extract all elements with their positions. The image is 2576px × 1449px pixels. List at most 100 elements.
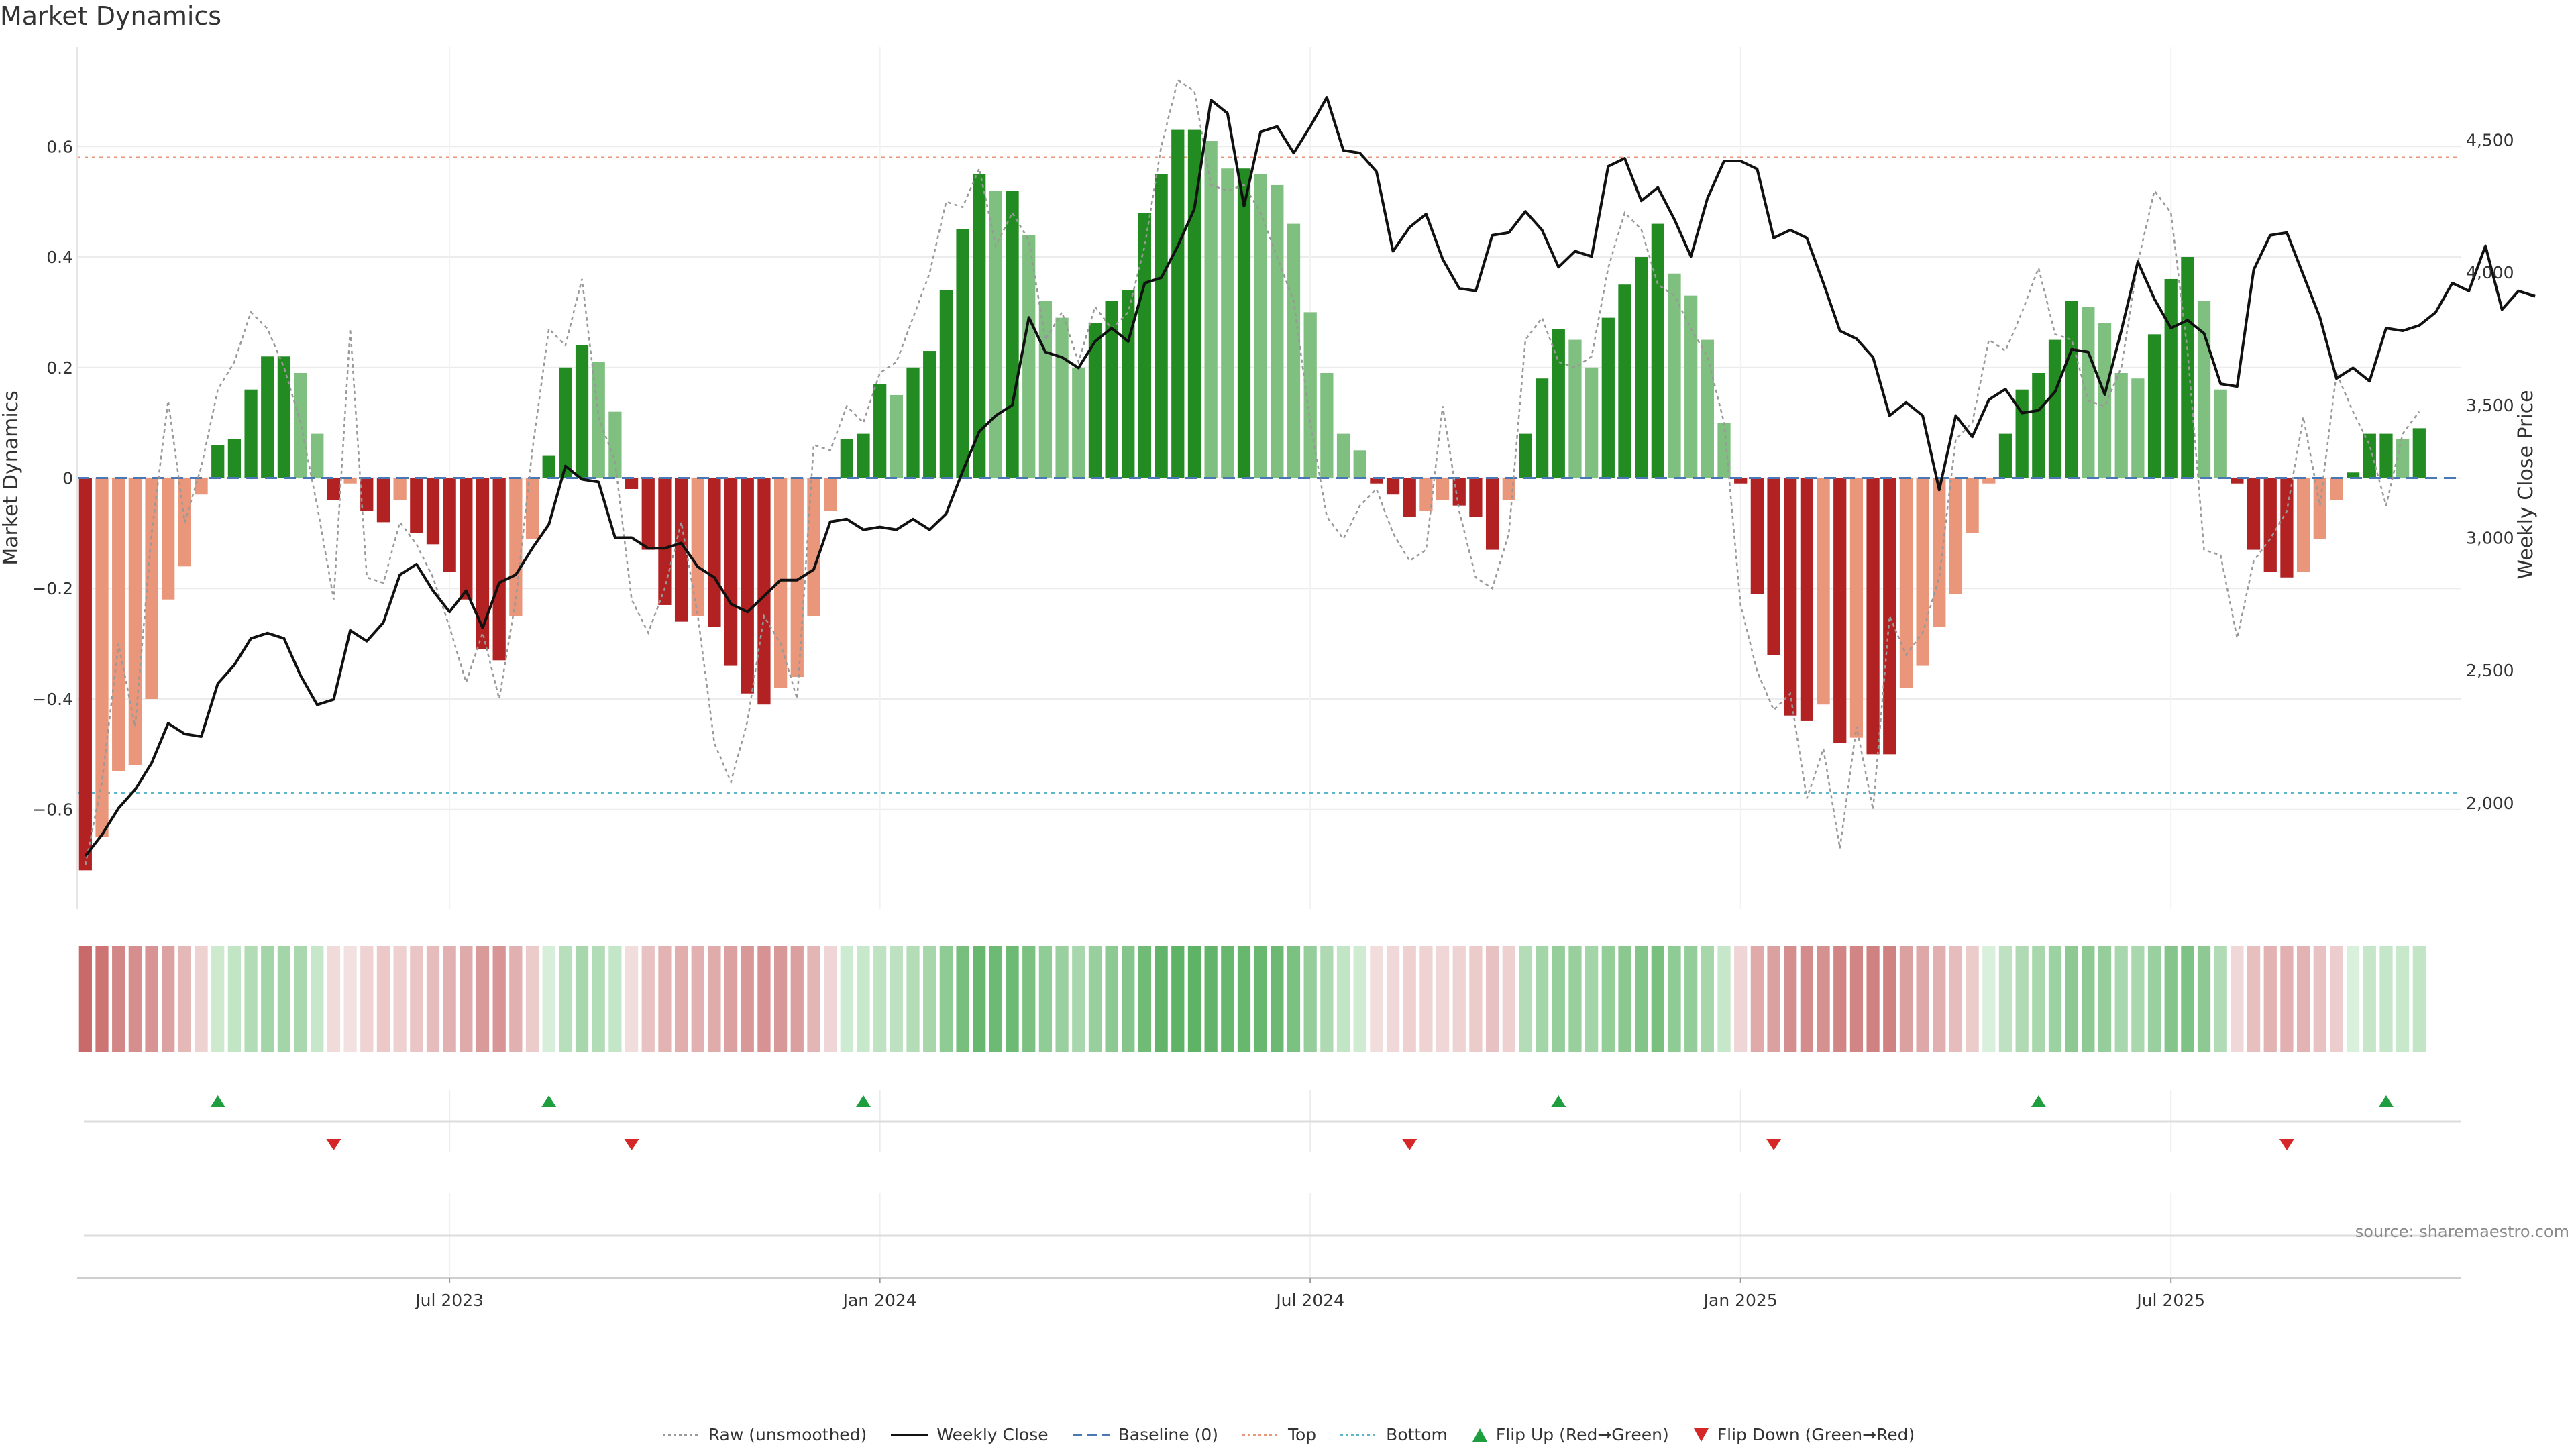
ribbon-cell — [1502, 946, 1515, 1052]
ribbon-cell — [1022, 946, 1036, 1052]
ribbon-cell — [2313, 946, 2326, 1052]
y-axis-label-left: Market Dynamics — [0, 390, 23, 566]
ribbon-cell — [460, 946, 473, 1052]
flip-down-marker — [2279, 1139, 2294, 1150]
bar — [2330, 478, 2343, 500]
x-tick-label: Jan 2024 — [842, 1291, 917, 1310]
legend-symbol-icon — [1340, 1434, 1379, 1436]
bar — [1022, 235, 1036, 478]
ribbon-cell — [2065, 946, 2078, 1052]
bar — [393, 478, 407, 500]
bar — [376, 478, 390, 523]
bar — [162, 478, 175, 600]
ribbon-cell — [410, 946, 423, 1052]
axes: −0.6 −0.4 −0.2 0 0.2 0.4 0.6 2,000 2,500 3,000 3,5… — [0, 47, 2538, 909]
ribbon-cell — [2330, 946, 2343, 1052]
ribbon-cell — [1585, 946, 1599, 1052]
bars — [78, 129, 2426, 871]
ribbon-cell — [691, 946, 704, 1052]
bar — [410, 478, 423, 533]
ribbon-cell — [1254, 946, 1267, 1052]
ribbon-cell — [1006, 946, 1019, 1052]
ribbon-cell — [824, 946, 837, 1052]
y-tick-label-left: 0.4 — [46, 248, 73, 267]
ribbon-cell — [360, 946, 374, 1052]
ribbon-cell — [2082, 946, 2095, 1052]
x-tick-label: Jan 2025 — [1703, 1291, 1778, 1310]
bar — [2346, 472, 2360, 478]
y-tick-label-left: 0.2 — [46, 358, 73, 378]
ribbon-cell — [757, 946, 771, 1052]
ribbon-cell — [1088, 946, 1102, 1052]
bar — [2313, 478, 2326, 539]
bar — [989, 191, 1003, 478]
bar — [1419, 478, 1433, 511]
ribbon-cell — [2396, 946, 2410, 1052]
ribbon-cell — [608, 946, 622, 1052]
y-tick-label-left: −0.6 — [32, 800, 73, 820]
ribbon-cell — [2214, 946, 2227, 1052]
bar — [1568, 339, 1582, 478]
bar — [1303, 312, 1317, 478]
bar — [1651, 223, 1664, 478]
bar — [1966, 478, 1979, 533]
ribbon-cell — [195, 946, 208, 1052]
bar — [2164, 278, 2178, 478]
bar — [128, 478, 142, 765]
ribbon-cell — [277, 946, 291, 1052]
ribbon-cell — [1370, 946, 1383, 1052]
ribbon-cell — [1138, 946, 1152, 1052]
ribbon-cell — [1320, 946, 1334, 1052]
bar — [1519, 433, 1532, 478]
bar — [757, 478, 771, 705]
bar — [476, 478, 490, 649]
ribbon-cell — [1271, 946, 1284, 1052]
bar — [807, 478, 820, 616]
flip-up-marker — [210, 1095, 225, 1107]
bar — [1552, 329, 1565, 478]
bar — [78, 478, 92, 871]
bar — [1370, 478, 1383, 484]
ribbon-cell — [1469, 946, 1483, 1052]
bar — [145, 478, 158, 699]
ribbon-cell — [443, 946, 456, 1052]
legend: Raw (unsmoothed) Weekly Close Baseline (0)… — [0, 1425, 2576, 1444]
y-tick-label-left: −0.4 — [32, 690, 73, 709]
y-tick-label-right: 4,500 — [2466, 130, 2514, 150]
ribbon-cell — [1933, 946, 1946, 1052]
bar — [2263, 478, 2277, 572]
ribbon-cell — [261, 946, 274, 1052]
bar — [1122, 290, 1135, 478]
bar — [95, 478, 109, 837]
bar — [741, 478, 754, 694]
bar — [1105, 301, 1118, 478]
ribbon-cell — [78, 946, 92, 1052]
legend-symbol-icon — [1072, 1434, 1110, 1436]
ribbon-cell — [774, 946, 788, 1052]
legend-label: Bottom — [1386, 1425, 1448, 1444]
ribbon-cell — [2363, 946, 2376, 1052]
bar — [973, 174, 986, 478]
bar — [559, 367, 572, 478]
ribbon-cell — [2247, 946, 2261, 1052]
flip-down-marker — [326, 1139, 341, 1150]
bar — [857, 433, 870, 478]
flip-down-marker — [1402, 1139, 1417, 1150]
ribbon-cell — [162, 946, 175, 1052]
bar — [691, 478, 704, 616]
threshold-lines — [77, 156, 2461, 794]
bar — [2131, 378, 2145, 478]
bar — [2396, 439, 2410, 478]
bar — [1701, 339, 1714, 478]
ribbon-cell — [1635, 946, 1648, 1052]
ribbon-cell — [1336, 946, 1350, 1052]
ribbon-cell — [790, 946, 804, 1052]
bar — [1899, 478, 1913, 688]
ribbon-cell — [2346, 946, 2360, 1052]
bar — [1436, 478, 1450, 500]
bar — [708, 478, 721, 627]
ribbon-cell — [509, 946, 523, 1052]
ribbon-cell — [2114, 946, 2128, 1052]
bar — [311, 433, 324, 478]
y-tick-label-right: 3,000 — [2466, 528, 2514, 547]
